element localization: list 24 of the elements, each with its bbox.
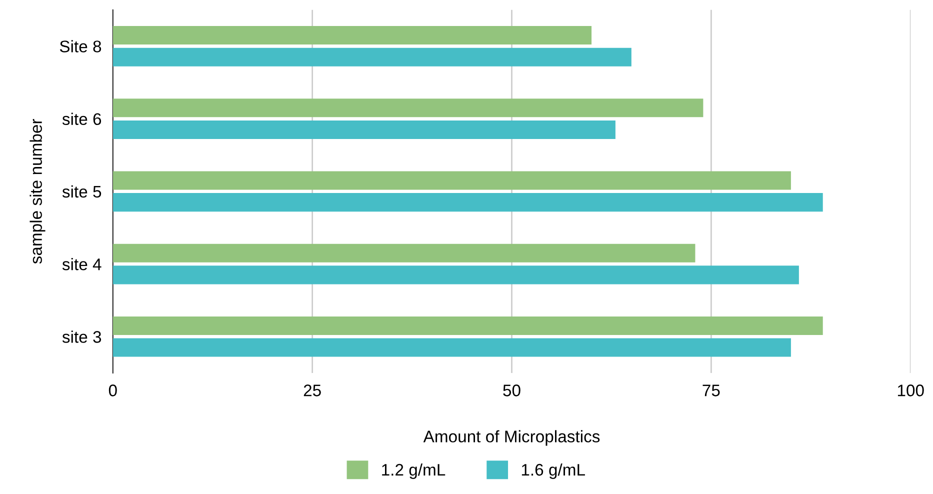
y-tick-label: site 4	[62, 258, 102, 270]
x-axis-title: Amount of Microplastics	[423, 430, 600, 446]
bar	[112, 171, 791, 190]
bar	[112, 48, 632, 66]
y-tick-label: Site 8	[60, 40, 102, 52]
x-tick-label: 0	[108, 384, 117, 396]
bar	[112, 193, 823, 212]
x-tick-label: 100	[898, 384, 924, 396]
y-tick-label: site 6	[62, 112, 102, 126]
bar	[112, 316, 823, 336]
bar	[112, 266, 799, 284]
y-axis-title: sample site number	[30, 118, 46, 264]
bar	[112, 98, 704, 118]
bar	[112, 26, 592, 45]
legend-label: 1.2 g/mL	[382, 463, 446, 479]
bar	[112, 338, 791, 357]
x-tick-label: 50	[503, 384, 520, 396]
y-tick-label: site 5	[62, 185, 102, 198]
legend-label: 1.6 g/mL	[522, 463, 585, 479]
x-tick-label: 75	[702, 384, 720, 396]
x-tick-label: 25	[304, 384, 321, 396]
bar	[112, 244, 696, 262]
y-tick-label: site 3	[62, 330, 102, 343]
bar	[112, 120, 616, 139]
